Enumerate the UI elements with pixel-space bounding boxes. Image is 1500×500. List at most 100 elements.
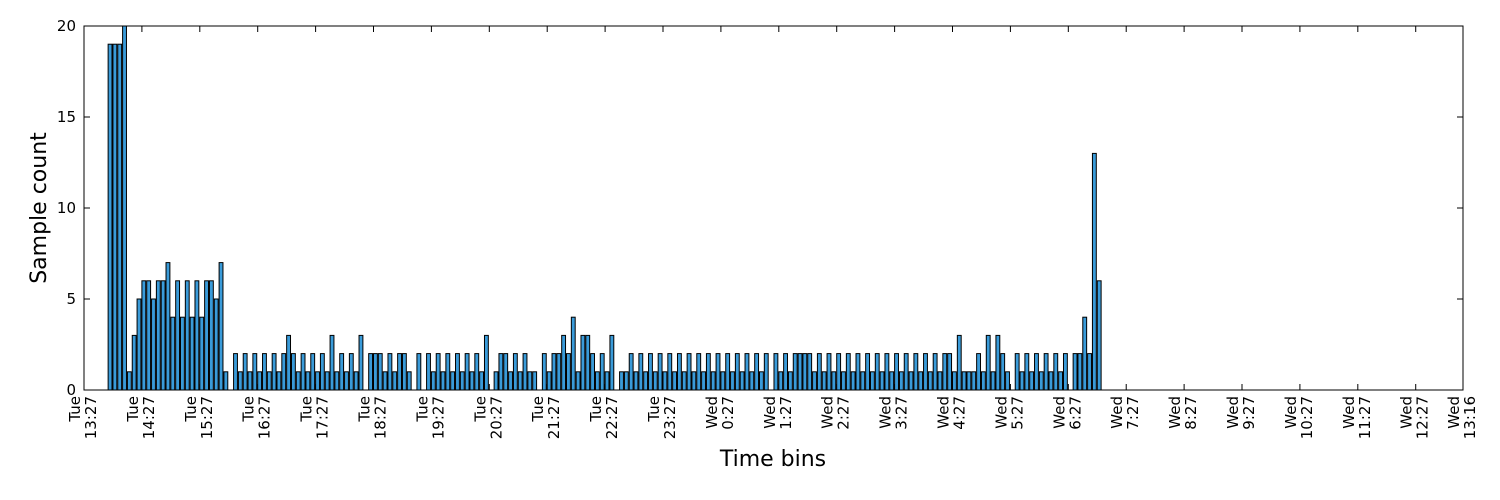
bar [652, 371, 658, 391]
bar [566, 353, 571, 391]
x-tick-time: 13:27 [82, 396, 100, 439]
bar [937, 371, 943, 391]
bar [155, 280, 161, 391]
bar [879, 371, 885, 391]
x-tick-time: 7:27 [1124, 396, 1142, 430]
bar [662, 371, 668, 391]
x-tick-day: Wed [877, 396, 895, 429]
bar [701, 371, 706, 391]
x-tick-day: Tue [182, 396, 200, 423]
bar [980, 371, 986, 391]
x-tick-time: 8:27 [1182, 396, 1200, 430]
y-axis-ticks: 0 5 10 15 20 [57, 17, 1463, 399]
x-tick-day: Wed [1282, 396, 1300, 429]
bar [184, 280, 190, 391]
bar [966, 371, 972, 391]
bar [445, 353, 451, 391]
bar [300, 353, 306, 391]
bar [1005, 371, 1010, 391]
bar [667, 353, 673, 391]
bar [170, 316, 176, 391]
bar [1019, 371, 1025, 391]
x-tick-time: 23:27 [661, 396, 679, 439]
bar [792, 353, 798, 391]
y-tick-label: 15 [57, 108, 76, 126]
bar [218, 262, 224, 391]
bar [305, 371, 311, 391]
bar [348, 353, 354, 391]
y-tick-label: 10 [57, 199, 76, 217]
bar [681, 371, 687, 391]
x-tick-time: 4:27 [951, 396, 969, 430]
bar [918, 371, 924, 391]
bar [802, 353, 808, 391]
bar [276, 371, 282, 391]
bar [406, 371, 412, 391]
bar [151, 298, 156, 391]
x-tick-time: 16:27 [256, 396, 274, 439]
bar [609, 334, 615, 391]
bar [532, 371, 538, 391]
x-tick-day: Wed [1166, 396, 1184, 429]
bar [826, 353, 832, 391]
bar [1082, 316, 1088, 391]
x-tick-day: Wed [1398, 396, 1416, 429]
x-tick-day: Tue [240, 396, 258, 423]
bar [691, 371, 697, 391]
x-tick-time: 3:27 [893, 396, 911, 430]
bar [812, 371, 817, 391]
x-tick-day: Tue [471, 396, 489, 423]
bar [628, 353, 634, 391]
bar [1072, 353, 1078, 391]
bar [426, 353, 431, 391]
bar [884, 353, 890, 391]
x-tick-day: Wed [992, 396, 1010, 429]
bar [474, 353, 480, 391]
bar [672, 371, 678, 391]
bar [807, 353, 813, 391]
bar [778, 371, 784, 391]
x-tick-time: 18:27 [372, 396, 390, 439]
bar [208, 280, 214, 391]
bar [855, 353, 861, 391]
bar [213, 298, 219, 391]
bar [204, 280, 209, 391]
bar [841, 371, 846, 391]
bar [377, 353, 383, 391]
bar [730, 371, 735, 391]
x-tick-time: 12:27 [1414, 396, 1432, 439]
bar [286, 334, 292, 391]
y-axis-title: Sample count [27, 132, 52, 284]
bar [773, 353, 779, 391]
bar [1058, 371, 1064, 391]
x-axis-title: Time bins [719, 447, 826, 472]
bar [455, 353, 460, 391]
bar [561, 334, 567, 391]
bar [247, 371, 253, 391]
x-tick-day: Tue [587, 396, 605, 423]
x-tick-day: Wed [1224, 396, 1242, 429]
bar [623, 371, 629, 391]
bar [1034, 353, 1039, 391]
bar [923, 353, 928, 391]
bar [604, 371, 610, 391]
bar [995, 334, 1001, 391]
x-tick-day: Wed [703, 396, 721, 429]
bar [1091, 152, 1097, 391]
bar [739, 371, 745, 391]
bar [271, 353, 277, 391]
bar [657, 353, 663, 391]
bar [527, 371, 533, 391]
bar [546, 371, 552, 391]
bar [1087, 353, 1092, 391]
bar [459, 371, 465, 391]
bar [705, 353, 711, 391]
bar [971, 371, 977, 391]
bar [1043, 353, 1049, 391]
